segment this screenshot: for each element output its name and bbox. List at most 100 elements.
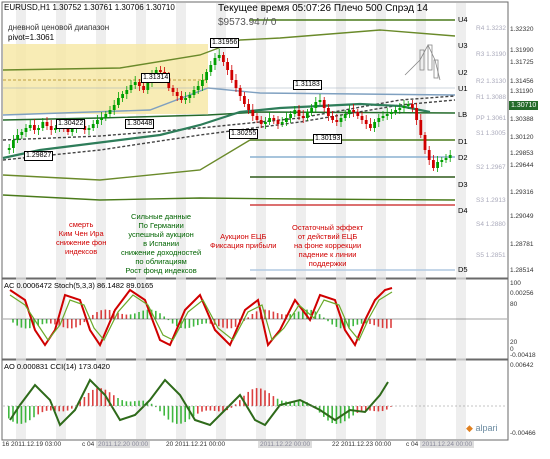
level-u4: U4 (458, 15, 468, 24)
candle-body (37, 128, 40, 130)
candle-body (348, 110, 351, 114)
candle-body (285, 118, 288, 122)
histogram-bar (306, 309, 308, 319)
level-d3: D3 (458, 180, 468, 189)
histogram-bar (272, 311, 275, 319)
candle-body (427, 150, 431, 160)
histogram-bar (79, 319, 81, 326)
candle-body (230, 70, 234, 80)
histogram-bar (222, 406, 224, 412)
price-tick: 1.29853 (510, 150, 534, 157)
histogram-bar (360, 319, 363, 324)
histogram-bar (318, 314, 321, 319)
candle-body (293, 110, 297, 114)
pivot-r1: R1 1.3088 (476, 94, 506, 101)
candle-body (360, 116, 364, 120)
histogram-bar (176, 319, 178, 327)
ac-label: AC 0.0006472 Stoch(5,3,3) 86.1482 89.016… (4, 281, 154, 290)
price-tick: 1.31990 (510, 47, 534, 54)
level-u1: U1 (458, 84, 468, 93)
histogram-bar (289, 314, 291, 319)
price-box: 1.30255 (229, 129, 259, 139)
histogram-bar (33, 319, 35, 328)
histogram-bar (92, 389, 94, 406)
histogram-bar (108, 309, 111, 319)
candle-body (390, 112, 393, 114)
histogram-bar (83, 397, 86, 406)
candle-body (343, 114, 347, 118)
candle-body (209, 65, 213, 72)
candle-body (255, 116, 259, 120)
candle-body (180, 96, 183, 100)
histogram-bar (100, 388, 102, 406)
histogram-bar (251, 313, 254, 319)
candle-body (133, 82, 137, 85)
annotation-news-4: Остаточный эффект от действий ЕЦБ на фон… (292, 223, 364, 268)
histogram-bar (20, 319, 23, 328)
candle-body (112, 105, 116, 110)
histogram-bar (16, 319, 18, 326)
candle-body (184, 98, 187, 100)
candle-body (243, 96, 246, 104)
histogram-bar (276, 398, 279, 406)
ao-label: AO 0.000831 CCI(14) 173.0420 (4, 362, 110, 371)
histogram-bar (58, 406, 60, 412)
candle-body (327, 108, 330, 116)
histogram-bar (180, 406, 182, 424)
histogram-bar (138, 400, 140, 406)
histogram-bar (100, 310, 102, 319)
moving-average (2, 102, 431, 160)
histogram-bar (381, 319, 384, 328)
histogram-bar (150, 309, 153, 319)
candle-body (331, 116, 334, 120)
histogram-bar (360, 406, 363, 412)
histogram-bar (142, 310, 144, 319)
histogram-bar (155, 310, 157, 319)
candle-body (381, 116, 385, 118)
candle-body (49, 126, 53, 130)
histogram-bar (41, 406, 44, 413)
histogram-bar (377, 319, 380, 327)
candle-body (398, 108, 402, 110)
candle-body (440, 160, 444, 162)
candle-body (222, 55, 225, 62)
candle-body (7, 148, 11, 150)
histogram-bar (188, 406, 191, 420)
brand-logo: ◆ alpari (466, 423, 498, 433)
candle-body (121, 94, 124, 98)
candle-body (45, 122, 49, 126)
histogram-bar (180, 319, 182, 328)
histogram-bar (171, 406, 174, 423)
level-d5: D5 (458, 265, 468, 274)
price-box: 1.31183 (293, 80, 322, 90)
time-tick: 22 2011.12.23 00:00 (332, 441, 392, 448)
candle-body (259, 120, 263, 124)
histogram-bar (373, 319, 375, 326)
histogram-bar (293, 400, 296, 406)
candle-body (301, 116, 305, 118)
histogram-bar (184, 319, 186, 329)
candle-body (251, 110, 255, 116)
histogram-bar (369, 319, 371, 324)
ac-tick: 0 (510, 346, 514, 353)
histogram-bar (348, 406, 350, 419)
pivot-s5: S5 1.2851 (476, 252, 506, 259)
cci-line (9, 378, 389, 427)
ac-tick: -0.00418 (510, 352, 536, 359)
histogram-bar (218, 319, 220, 327)
histogram-bar (255, 311, 258, 319)
price-tick: 1.31190 (510, 88, 534, 95)
time-tick: 2011.12.24 00:00 (420, 441, 475, 448)
histogram-bar (335, 406, 338, 424)
candle-body (196, 86, 200, 90)
pivot-s2: S2 1.2967 (476, 164, 506, 171)
histogram-bar (390, 319, 392, 328)
price-tick: 1.31725 (510, 59, 534, 66)
annotation-news-3: Аукцион ЕЦБ Фиксация прибыли (210, 232, 277, 250)
histogram-bar (54, 406, 56, 411)
histogram-bar (386, 319, 388, 329)
candle-body (33, 125, 36, 130)
histogram-bar (71, 406, 73, 409)
ac-histogram (12, 309, 392, 329)
